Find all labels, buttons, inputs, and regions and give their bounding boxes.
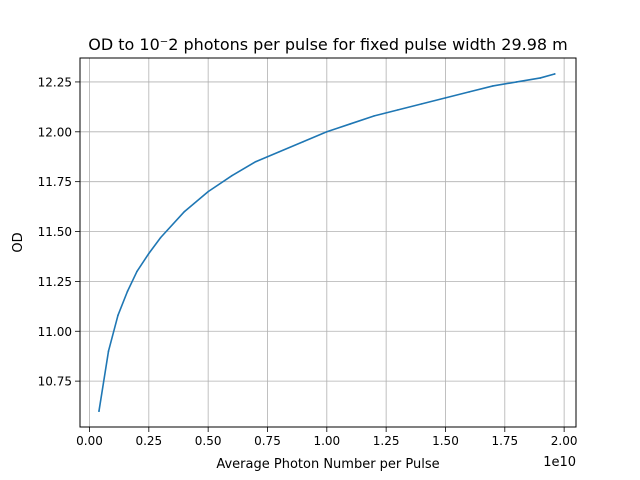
data-point [107, 350, 110, 353]
x-axis-label: Average Photon Number per Pulse [216, 457, 439, 472]
data-point [254, 160, 257, 163]
y-tick-label: 11.50 [38, 225, 72, 239]
x-tick-label: 1.00 [313, 434, 340, 448]
data-point [278, 150, 281, 153]
data-point [468, 91, 471, 93]
data-point [231, 174, 233, 177]
data-point [117, 314, 119, 317]
data-point [553, 73, 556, 75]
data-point [444, 97, 447, 99]
x-tick-label: 1.25 [373, 434, 400, 448]
data-point [515, 81, 518, 83]
data-point [98, 410, 100, 412]
data-point [148, 252, 150, 255]
y-tick-label: 11.00 [38, 325, 72, 339]
x-tick-label: 1.75 [491, 434, 518, 448]
x-tick-label: 2.00 [551, 434, 578, 448]
data-point [539, 77, 542, 79]
x-tick-label: 0.50 [195, 434, 222, 448]
ticks: 0.00 0.25 0.50 0.75 1.00 1.25 1.50 1.75 2.00 10.7… [38, 75, 578, 448]
y-tick-label: 10.75 [38, 375, 72, 389]
data-point [136, 270, 138, 273]
x-tick-label: 0.75 [254, 434, 281, 448]
data-point [326, 131, 328, 133]
series-layer [98, 72, 556, 412]
data-point [126, 290, 129, 293]
x-tick-label: 1.50 [432, 434, 459, 448]
data-point [420, 103, 423, 105]
plot-frame [79, 57, 577, 428]
data-point [373, 115, 376, 117]
data-point [159, 236, 162, 239]
data-point [183, 210, 186, 213]
y-tick-label: 12.25 [38, 75, 72, 89]
data-point [492, 85, 494, 87]
y-tick-label: 11.75 [38, 175, 72, 189]
y-tick-label: 11.25 [38, 275, 72, 289]
chart-title: OD to 10⁻2 photons per pulse for fixed p… [88, 35, 568, 54]
y-tick-label: 12.00 [38, 125, 72, 139]
data-point [207, 190, 209, 193]
data-point [349, 123, 352, 125]
series-line [98, 72, 556, 412]
grid [80, 58, 576, 427]
x-axis-offset-text: 1e10 [543, 455, 576, 470]
data-point [302, 140, 304, 143]
data-point [397, 109, 399, 111]
x-tick-label: 0.25 [135, 434, 162, 448]
y-axis-label: OD [11, 232, 26, 252]
x-tick-label: 0.00 [76, 434, 103, 448]
